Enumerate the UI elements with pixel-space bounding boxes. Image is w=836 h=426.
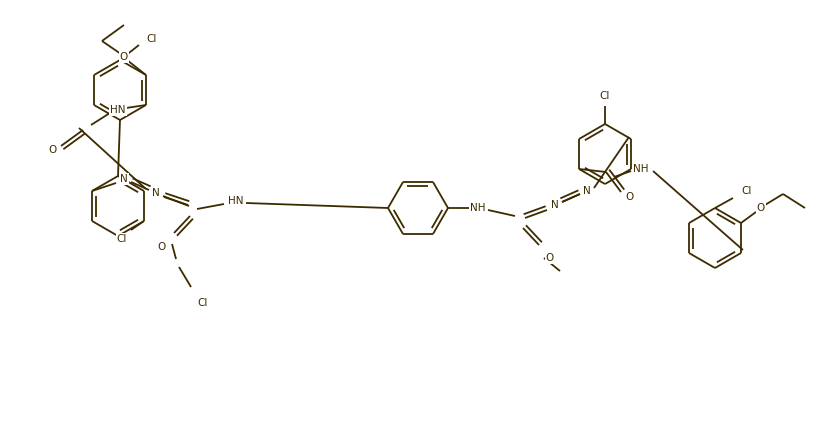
Text: N: N (583, 186, 590, 196)
Text: N: N (152, 188, 160, 198)
Text: O: O (48, 145, 57, 155)
Text: O: O (156, 242, 165, 252)
Text: Cl: Cl (599, 91, 609, 101)
Text: O: O (545, 253, 553, 263)
Text: NH: NH (633, 164, 648, 174)
Text: Cl: Cl (117, 234, 127, 244)
Text: HN: HN (110, 105, 125, 115)
Text: Cl: Cl (146, 34, 157, 44)
Text: Cl: Cl (741, 186, 752, 196)
Text: NH: NH (470, 203, 485, 213)
Text: O: O (756, 203, 764, 213)
Text: O: O (120, 52, 128, 62)
Text: O: O (624, 192, 632, 202)
Text: N: N (550, 200, 558, 210)
Text: Cl: Cl (197, 298, 208, 308)
Text: HN: HN (228, 196, 243, 206)
Text: N: N (120, 174, 128, 184)
